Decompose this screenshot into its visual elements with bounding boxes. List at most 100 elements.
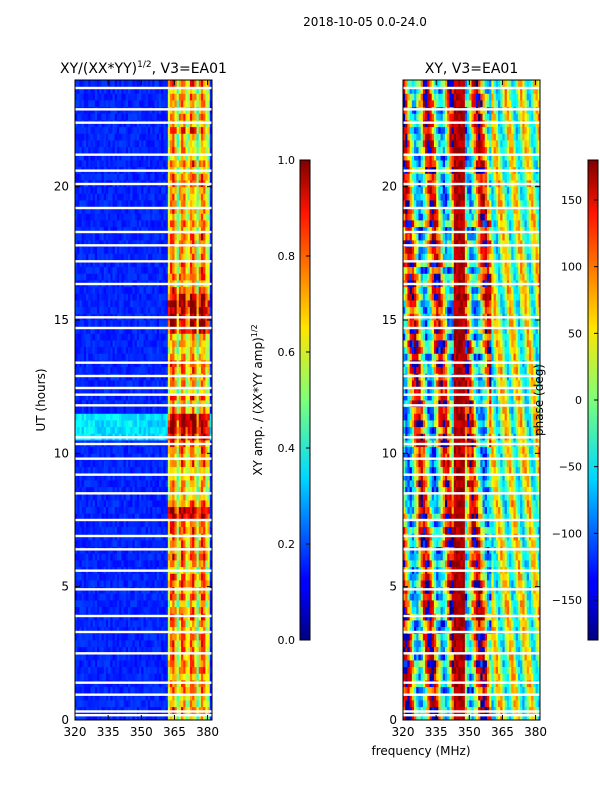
heatmap-cell <box>125 553 129 561</box>
heatmap-cell <box>128 226 131 234</box>
heatmap-cell <box>167 213 171 221</box>
heatmap-cell <box>156 246 160 254</box>
heatmap-cell <box>92 600 96 608</box>
heatmap-cell <box>163 293 166 301</box>
heatmap-cell <box>196 386 200 394</box>
heatmap-cell <box>167 253 171 261</box>
heatmap-cell <box>176 420 180 428</box>
heatmap-cell <box>128 640 131 648</box>
heatmap-cell <box>158 620 162 628</box>
heatmap-cell <box>181 653 184 661</box>
heatmap-cell <box>185 606 189 614</box>
heatmap-cell <box>183 340 186 348</box>
heatmap-cell <box>110 620 113 628</box>
heatmap-cell <box>183 640 186 648</box>
heatmap-cell <box>192 686 195 694</box>
heatmap-cell <box>128 513 131 521</box>
heatmap-cell <box>161 420 164 428</box>
heatmap-cell <box>196 233 200 241</box>
heatmap-cell <box>181 300 184 308</box>
heatmap-cell <box>114 560 118 568</box>
heatmap-cell <box>128 473 131 481</box>
heatmap-cell <box>145 386 149 394</box>
heatmap-cell <box>196 513 200 521</box>
heatmap-cell <box>209 473 212 481</box>
heatmap-cell <box>81 286 85 294</box>
heatmap-cell <box>174 600 178 608</box>
heatmap-cell <box>181 453 184 461</box>
heatmap-cell <box>108 320 111 328</box>
heatmap-cell <box>125 506 129 514</box>
heatmap-cell <box>143 606 147 614</box>
heatmap-cell <box>86 206 89 214</box>
heatmap-cell <box>158 553 162 561</box>
heatmap-cell <box>110 453 113 461</box>
heatmap-cell <box>165 513 169 521</box>
heatmap-cell <box>81 620 85 628</box>
heatmap-cell <box>136 713 140 720</box>
heatmap-cell <box>134 193 138 201</box>
heatmap-cell <box>152 453 155 461</box>
heatmap-cell <box>181 580 184 588</box>
heatmap-cell <box>145 633 149 641</box>
heatmap-cell <box>103 473 107 481</box>
heatmap-cell <box>143 486 147 494</box>
heatmap-cell <box>143 333 147 341</box>
heatmap-cell <box>81 506 85 514</box>
heatmap-cell <box>181 240 184 248</box>
heatmap-cell <box>145 426 149 434</box>
heatmap-cell <box>172 540 175 548</box>
heatmap-cell <box>200 380 204 388</box>
heatmap-cell <box>178 460 182 468</box>
heatmap-cell <box>156 713 160 720</box>
heatmap-cell <box>99 486 102 494</box>
heatmap-cell <box>192 220 195 228</box>
heatmap-cell <box>192 306 195 314</box>
heatmap-cell <box>156 380 160 388</box>
heatmap-cell <box>181 340 184 348</box>
heatmap-cell <box>121 646 125 654</box>
heatmap-cell <box>178 620 182 628</box>
heatmap-cell <box>198 700 202 708</box>
heatmap-cell <box>86 700 89 708</box>
heatmap-cell <box>132 400 136 408</box>
heatmap-cell <box>86 200 89 208</box>
heatmap-cell <box>200 366 204 374</box>
heatmap-cell <box>178 653 182 661</box>
heatmap-cell <box>141 220 144 228</box>
heatmap-cell <box>101 400 105 408</box>
heatmap-cell <box>207 646 211 654</box>
heatmap-cell <box>187 626 191 634</box>
heatmap-cell <box>101 653 105 661</box>
heatmap-cell <box>181 513 184 521</box>
heatmap-cell <box>90 540 94 548</box>
heatmap-cell <box>165 700 169 708</box>
heatmap-cell <box>156 473 160 481</box>
heatmap-cell <box>189 573 193 581</box>
heatmap-cell <box>161 413 164 421</box>
heatmap-cell <box>130 186 133 194</box>
heatmap-cell <box>163 333 166 341</box>
heatmap-cell <box>83 246 87 254</box>
heatmap-cell <box>152 340 155 348</box>
heatmap-cell <box>128 480 131 488</box>
heatmap-cell <box>192 366 195 374</box>
heatmap-cell <box>203 253 206 261</box>
heatmap-cell <box>198 673 202 681</box>
heatmap-cell <box>125 366 129 374</box>
heatmap-cell <box>123 406 127 414</box>
heatmap-cell <box>205 420 208 428</box>
heatmap-cell <box>207 366 211 374</box>
heatmap-cell <box>185 633 189 641</box>
heatmap-cell <box>83 446 87 454</box>
heatmap-cell <box>130 306 133 314</box>
heatmap-cell <box>132 206 136 214</box>
heatmap-cell <box>174 640 178 648</box>
heatmap-cell <box>141 420 144 428</box>
heatmap-cell <box>108 486 111 494</box>
heatmap-cell <box>147 700 151 708</box>
heatmap-cell <box>150 333 153 341</box>
heatmap-cell <box>205 413 208 421</box>
heatmap-cell <box>205 286 208 294</box>
heatmap-cell <box>152 186 155 194</box>
